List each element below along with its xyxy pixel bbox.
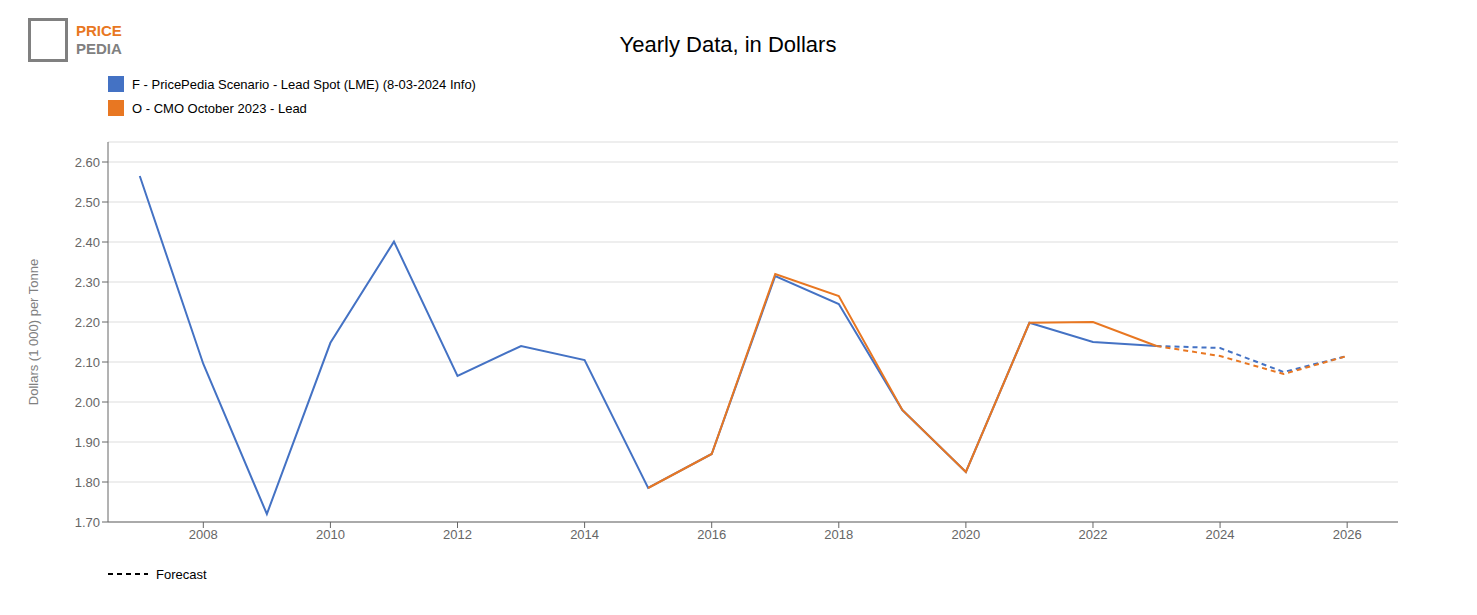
svg-text:2010: 2010: [316, 527, 345, 542]
svg-text:2024: 2024: [1206, 527, 1235, 542]
svg-text:2.00: 2.00: [75, 395, 100, 410]
svg-text:1.90: 1.90: [75, 435, 100, 450]
svg-text:2026: 2026: [1333, 527, 1362, 542]
svg-text:2.40: 2.40: [75, 235, 100, 250]
svg-text:2016: 2016: [697, 527, 726, 542]
svg-text:Dollars (1 000) per Tonne: Dollars (1 000) per Tonne: [26, 259, 41, 405]
svg-text:2012: 2012: [443, 527, 472, 542]
svg-text:2.10: 2.10: [75, 355, 100, 370]
svg-text:2.60: 2.60: [75, 155, 100, 170]
svg-text:2.20: 2.20: [75, 315, 100, 330]
html-text:PRICE: PRICE: [76, 22, 122, 39]
html-text:F - PricePedia Scenario - Lead: F - PricePedia Scenario - Lead Spot (LME…: [132, 76, 476, 92]
svg-text:2020: 2020: [951, 527, 980, 542]
svg-text:2.50: 2.50: [75, 195, 100, 210]
html-text:Yearly Data, in Dollars: Yearly Data, in Dollars: [619, 32, 837, 57]
svg-text:2008: 2008: [189, 527, 218, 542]
svg-text:2018: 2018: [824, 527, 853, 542]
svg-text:2014: 2014: [570, 527, 599, 542]
svg-text:2022: 2022: [1079, 527, 1108, 542]
svg-text:2.30: 2.30: [75, 275, 100, 290]
html-text:PEDIA: PEDIA: [76, 40, 122, 57]
svg-text:1.80: 1.80: [75, 475, 100, 490]
html-text:O - CMO October 2023 - Lead: O - CMO October 2023 - Lead: [132, 100, 307, 116]
html-text:Forecast: Forecast: [156, 566, 207, 582]
svg-text:1.70: 1.70: [75, 515, 100, 530]
